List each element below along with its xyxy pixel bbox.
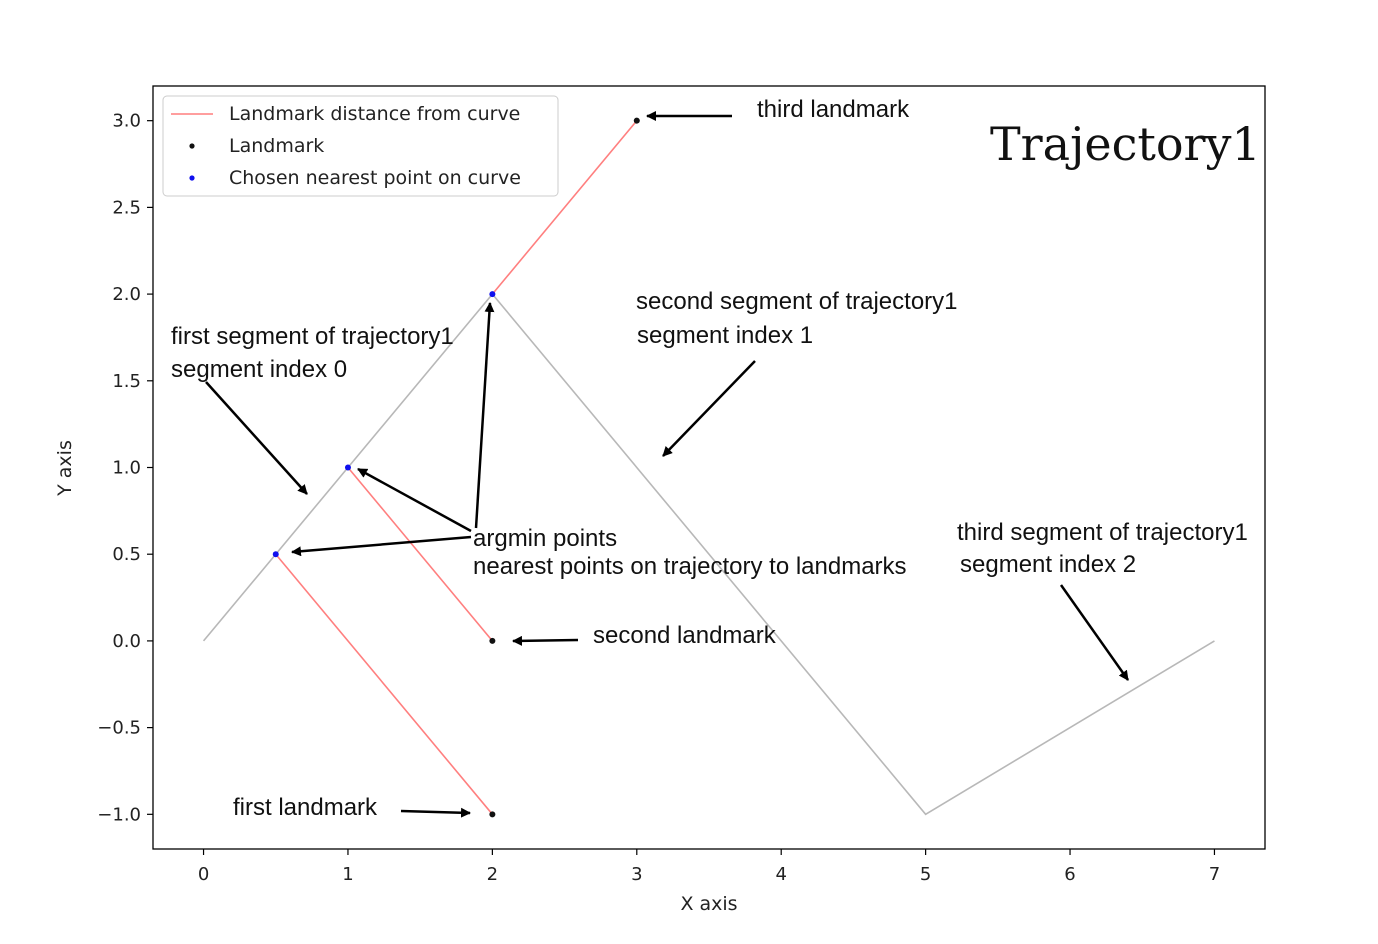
legend-landmark-marker	[189, 143, 195, 149]
y-tick-label: 1.0	[112, 458, 141, 479]
arrow-second-landmark	[512, 635, 579, 646]
x-axis: 0 1 2 3 4 5 6 7	[198, 849, 1220, 885]
x-tick-label: 0	[198, 864, 209, 885]
annotation-third-segment-line1: third segment of trajectory1	[957, 519, 1248, 546]
x-tick-label: 5	[920, 864, 931, 885]
annotation-first-segment-line2: segment index 0	[171, 356, 347, 383]
y-tick-label: 0.5	[112, 544, 141, 565]
distance-line-1	[275, 553, 493, 815]
landmark-point-3	[633, 117, 640, 124]
y-tick-label: 0.0	[112, 631, 141, 652]
landmark-point-1	[489, 811, 496, 818]
arrow-first-landmark	[400, 807, 471, 818]
legend-nearest-marker	[189, 175, 195, 181]
annotation-third-landmark: third landmark	[757, 96, 910, 123]
legend-label-landmark: Landmark	[229, 135, 324, 157]
arrow-first-segment	[205, 381, 308, 495]
y-tick-label: 1.5	[112, 371, 141, 392]
annotation-second-landmark: second landmark	[593, 622, 777, 649]
x-tick-label: 2	[487, 864, 498, 885]
y-axis-label: Y axis	[54, 440, 76, 497]
x-tick-label: 1	[342, 864, 353, 885]
legend-label-distance: Landmark distance from curve	[229, 103, 520, 125]
x-tick-label: 4	[775, 864, 786, 885]
legend: Landmark distance from curve Landmark Ch…	[162, 95, 559, 197]
arrow-argmin-to-point-3	[474, 302, 495, 529]
x-axis-label: X axis	[680, 893, 737, 915]
annotation-argmin-line1: argmin points	[473, 525, 617, 552]
distance-line-2	[347, 466, 493, 642]
nearest-point-1	[272, 551, 279, 558]
y-axis: 3.0 2.5 2.0 1.5 1.0 0.5 0.0 −0.5 −1.0	[97, 111, 153, 825]
x-tick-label: 3	[631, 864, 642, 885]
annotations: third landmark second segment of traject…	[171, 96, 1248, 821]
annotation-first-landmark: first landmark	[233, 794, 378, 821]
landmark-point-2	[489, 637, 496, 644]
distance-line-3	[491, 120, 638, 295]
x-tick-label: 7	[1209, 864, 1220, 885]
plot-background	[153, 86, 1265, 849]
arrow-third-segment	[1059, 584, 1130, 681]
annotation-second-segment-line1: second segment of trajectory1	[636, 288, 958, 315]
legend-label-nearest: Chosen nearest point on curve	[229, 167, 521, 189]
y-tick-label: −1.0	[97, 804, 141, 825]
y-tick-label: 2.0	[112, 284, 141, 305]
y-tick-label: 2.5	[112, 197, 141, 218]
annotation-second-segment-line2: segment index 1	[637, 322, 813, 349]
arrow-argmin-to-point-2	[357, 467, 472, 533]
nearest-point-3	[489, 291, 496, 298]
nearest-point-2	[344, 464, 351, 471]
arrow-argmin-to-point-1	[291, 535, 472, 557]
chart-title: Trajectory1	[990, 117, 1261, 171]
annotation-first-segment-line1: first segment of trajectory1	[171, 323, 454, 350]
legend-box	[162, 95, 559, 197]
x-tick-label: 6	[1064, 864, 1075, 885]
y-tick-label: −0.5	[97, 718, 141, 739]
arrow-second-segment	[662, 360, 756, 457]
data-layer	[202, 117, 1215, 818]
annotation-argmin-line2: nearest points on trajectory to landmark…	[473, 553, 907, 580]
annotation-third-segment-line2: segment index 2	[960, 551, 1136, 578]
y-tick-label: 3.0	[112, 111, 141, 132]
